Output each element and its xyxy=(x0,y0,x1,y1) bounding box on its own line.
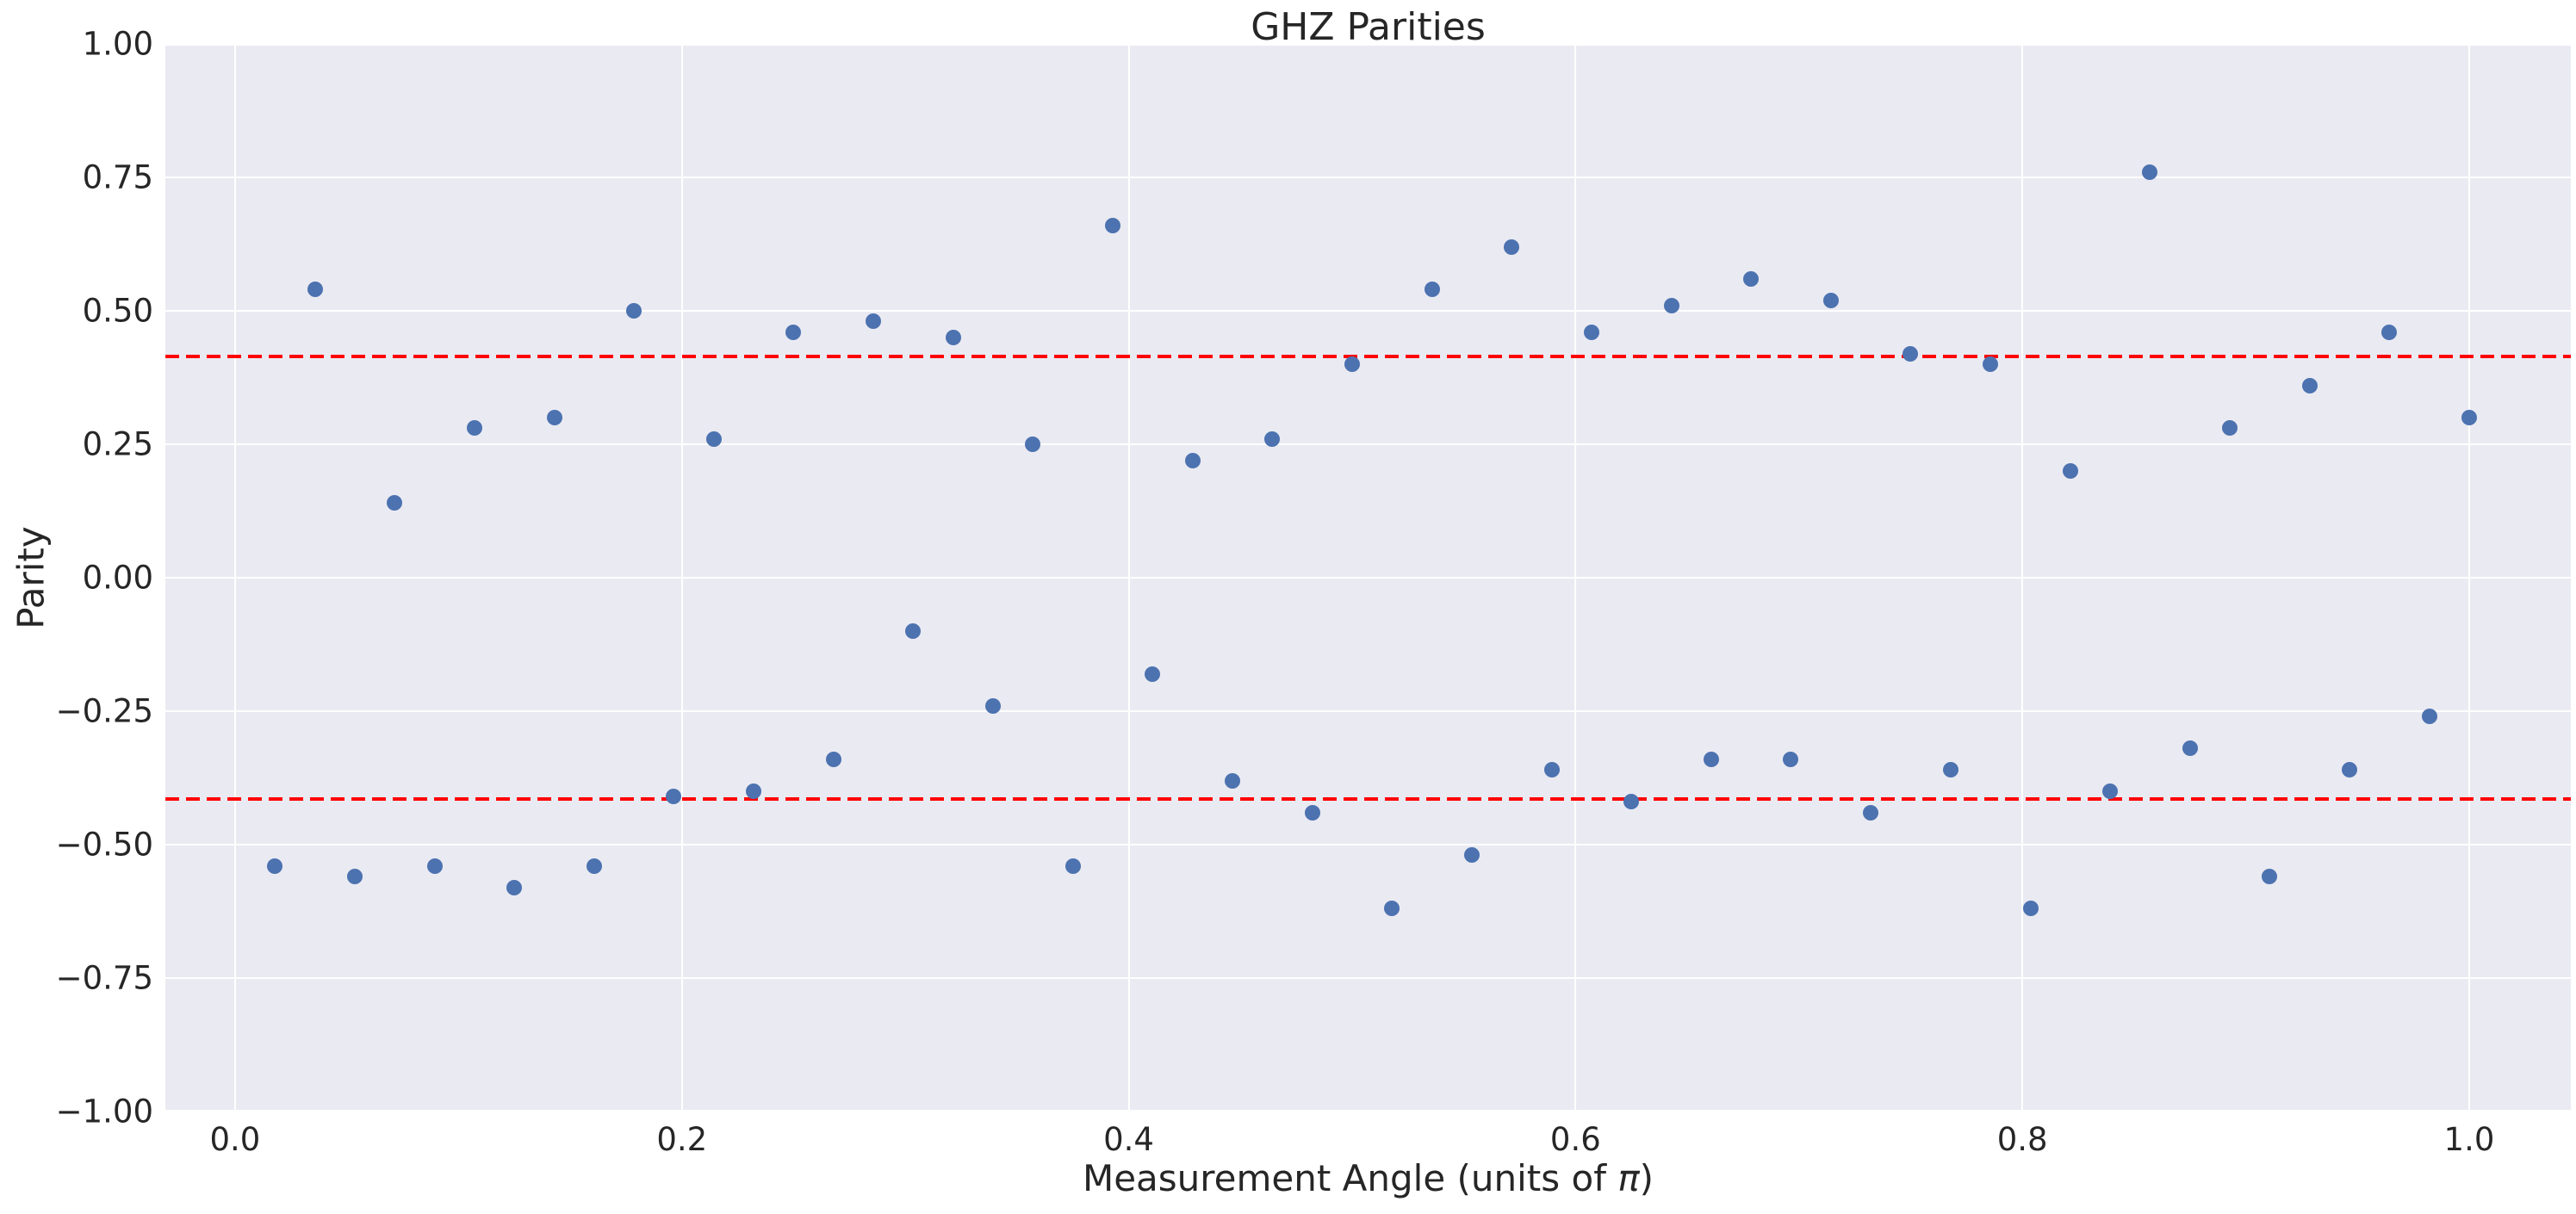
data-point xyxy=(267,858,283,874)
data-point xyxy=(2142,164,2158,180)
data-point xyxy=(825,751,841,767)
data-point xyxy=(2182,740,2198,757)
y-gridline xyxy=(165,1110,2571,1112)
data-point xyxy=(1304,804,1320,821)
y-tick-label: 0.50 xyxy=(82,292,153,330)
data-point xyxy=(1384,901,1400,917)
data-point xyxy=(2381,324,2398,340)
data-point xyxy=(1224,772,1240,789)
data-point xyxy=(1663,297,1679,313)
y-gridline xyxy=(165,844,2571,845)
y-gridline xyxy=(165,44,2571,46)
data-point xyxy=(985,697,1002,714)
data-point xyxy=(2102,784,2119,799)
data-point xyxy=(2421,709,2437,725)
data-point xyxy=(1543,762,1560,778)
data-point xyxy=(2341,762,2357,778)
data-point xyxy=(1942,762,1958,778)
data-point xyxy=(866,313,882,330)
y-gridline xyxy=(165,577,2571,579)
data-point xyxy=(1025,437,1041,452)
data-point xyxy=(1743,270,1760,287)
y-tick-label: −0.50 xyxy=(55,826,153,864)
pi-symbol: π xyxy=(1617,1157,1640,1199)
data-point xyxy=(506,879,523,895)
data-point xyxy=(466,420,482,437)
data-point xyxy=(1623,794,1640,810)
x-tick-label: 0.2 xyxy=(656,1121,708,1158)
y-tick-label: 0.00 xyxy=(82,559,153,597)
y-tick-label: 0.75 xyxy=(82,158,153,196)
data-point xyxy=(945,330,961,345)
y-tick-label: −1.00 xyxy=(55,1093,153,1130)
data-point xyxy=(1983,356,1999,372)
data-point xyxy=(546,410,562,425)
data-point xyxy=(1424,282,1440,298)
data-point xyxy=(307,282,323,298)
y-gridline xyxy=(165,710,2571,712)
plot-title: GHZ Parities xyxy=(1251,5,1486,49)
y-gridline xyxy=(165,443,2571,445)
y-gridline xyxy=(165,310,2571,312)
y-gridline xyxy=(165,177,2571,178)
data-point xyxy=(2022,901,2039,917)
data-point xyxy=(1344,356,1360,372)
data-point xyxy=(705,430,722,447)
data-point xyxy=(1264,430,1281,447)
data-point xyxy=(2461,410,2477,425)
y-axis-label: Parity xyxy=(9,526,53,629)
data-point xyxy=(586,858,602,874)
threshold-line xyxy=(165,796,2571,801)
y-tick-label: 0.25 xyxy=(82,425,153,463)
data-point xyxy=(905,623,922,639)
data-point xyxy=(626,303,642,319)
threshold-line xyxy=(165,355,2571,359)
x-tick-label: 0.4 xyxy=(1103,1121,1154,1158)
data-point xyxy=(2262,869,2278,885)
y-gridline xyxy=(165,977,2571,979)
y-tick-label: −0.75 xyxy=(55,959,153,997)
x-tick-label: 0.8 xyxy=(1996,1121,2048,1158)
data-point xyxy=(1583,324,1599,340)
data-point xyxy=(1822,292,1839,308)
data-point xyxy=(1463,847,1480,864)
data-point xyxy=(2222,420,2238,437)
y-tick-label: 1.00 xyxy=(82,25,153,63)
data-point xyxy=(1903,345,1919,362)
plot-area xyxy=(165,44,2571,1112)
data-point xyxy=(1184,452,1201,468)
x-tick-label: 0.6 xyxy=(1549,1121,1601,1158)
data-point xyxy=(1783,751,1799,767)
data-point xyxy=(346,869,363,885)
x-tick-label: 1.0 xyxy=(2443,1121,2495,1158)
data-point xyxy=(2062,463,2078,479)
data-point xyxy=(1504,238,1520,255)
x-axis-label-close: ) xyxy=(1639,1157,1654,1199)
data-point xyxy=(785,324,802,340)
data-point xyxy=(1145,666,1161,682)
x-axis-label: Measurement Angle (units of π) xyxy=(165,1157,2571,1199)
data-point xyxy=(746,784,761,799)
x-tick-label: 0.0 xyxy=(209,1121,261,1158)
data-point xyxy=(1703,751,1719,767)
data-point xyxy=(426,858,443,874)
data-point xyxy=(387,495,403,511)
data-point xyxy=(666,789,682,805)
y-tick-label: −0.25 xyxy=(55,692,153,730)
data-point xyxy=(1105,217,1121,233)
data-point xyxy=(2301,377,2318,393)
data-point xyxy=(1863,804,1879,821)
data-point xyxy=(1065,858,1081,874)
x-axis-label-text: Measurement Angle (units of xyxy=(1082,1157,1618,1199)
